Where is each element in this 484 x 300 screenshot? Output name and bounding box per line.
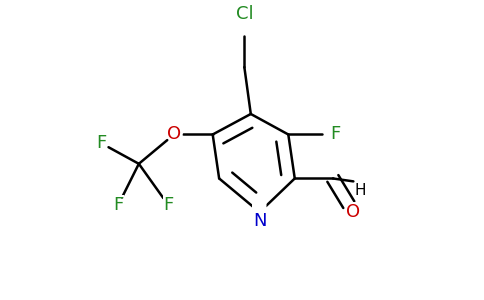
Text: O: O: [167, 125, 181, 143]
Text: H: H: [355, 183, 366, 198]
Text: F: F: [163, 196, 173, 214]
Text: N: N: [250, 202, 269, 222]
Text: F: F: [330, 125, 340, 143]
Text: F: F: [113, 196, 123, 214]
Text: O: O: [165, 124, 183, 145]
Text: Cl: Cl: [232, 13, 257, 33]
Text: N: N: [253, 212, 266, 230]
Text: O: O: [344, 202, 363, 222]
Text: O: O: [347, 203, 361, 221]
Text: F: F: [94, 133, 109, 153]
Text: F: F: [322, 124, 337, 145]
Text: F: F: [161, 195, 176, 215]
Text: F: F: [111, 195, 126, 215]
Text: F: F: [96, 134, 106, 152]
Text: Cl: Cl: [236, 5, 253, 23]
